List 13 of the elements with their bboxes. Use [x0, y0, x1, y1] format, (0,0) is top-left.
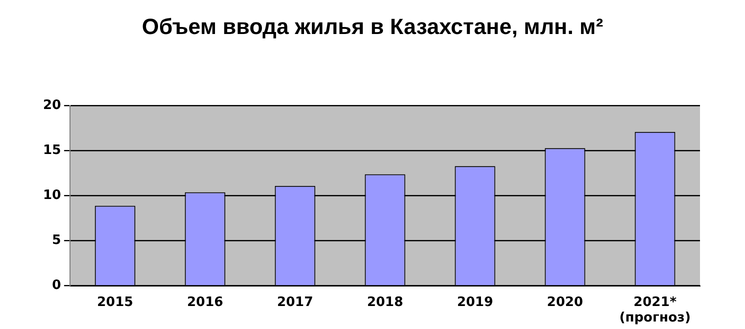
x-tick-label: 2018	[366, 294, 404, 310]
x-tick-label: 2020	[546, 294, 584, 310]
x-tick-label: 2016	[186, 294, 224, 310]
y-tick-label: 20	[42, 98, 62, 114]
x-tick-label: 2019	[456, 294, 494, 310]
x-tick-label: 2015	[96, 294, 134, 310]
chart-title: Объем ввода жилья в Казахстане, млн. м²	[140, 14, 604, 40]
y-tick-label: 10	[42, 188, 62, 204]
x-tick-label: 2017	[276, 294, 314, 310]
y-tick-label: 15	[42, 143, 62, 158]
y-tick-label: 5	[52, 233, 62, 248]
y-tick-label: 0	[52, 278, 62, 294]
x-tick-label: 2021* (прогноз)	[619, 294, 691, 326]
